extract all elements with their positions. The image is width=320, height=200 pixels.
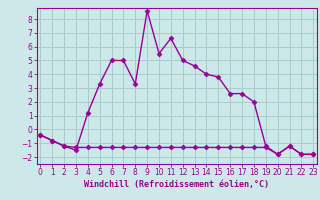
X-axis label: Windchill (Refroidissement éolien,°C): Windchill (Refroidissement éolien,°C) bbox=[84, 180, 269, 189]
